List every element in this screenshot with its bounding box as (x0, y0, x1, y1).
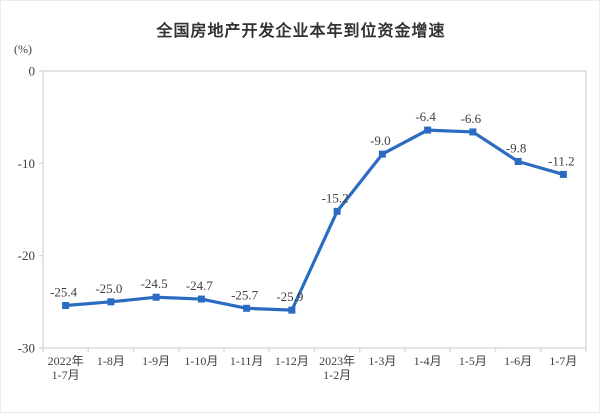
data-point-marker (469, 128, 477, 136)
data-point-marker (243, 304, 251, 312)
data-point-marker (197, 295, 205, 303)
data-point-label: -9.8 (506, 140, 527, 155)
data-point-label: -24.5 (141, 276, 168, 291)
x-axis-label: 1-7月 (549, 354, 577, 368)
data-point-label: -11.2 (548, 153, 575, 168)
y-axis-tick-label: -10 (18, 156, 35, 171)
y-axis-tick-label: 0 (29, 64, 36, 79)
data-point-label: -25.0 (95, 281, 122, 296)
data-point-label: -25.9 (276, 289, 303, 304)
x-axis-label: 2022年 1-7月 (48, 354, 84, 382)
x-axis-label: 2023年 1-2月 (319, 354, 355, 382)
y-axis-unit-label: (%) (14, 42, 32, 56)
data-point-label: -25.7 (231, 287, 259, 302)
data-point-marker (514, 157, 522, 165)
data-point-marker (288, 306, 296, 314)
x-axis-label: 1-6月 (504, 354, 532, 368)
data-point-marker (424, 126, 432, 134)
x-axis-label: 1-4月 (414, 354, 442, 368)
data-point-marker (333, 207, 341, 215)
data-point-label: -25.4 (50, 285, 78, 300)
data-line (64, 128, 565, 312)
x-axis-label: 1-8月 (97, 354, 125, 368)
data-point-label: -6.4 (415, 109, 436, 124)
x-axis-label: 1-12月 (275, 354, 309, 368)
chart-title: 全国房地产开发企业本年到位资金增速 (156, 21, 446, 40)
data-point-marker (559, 170, 567, 178)
data-point-label: -6.6 (461, 111, 482, 126)
data-point-label: -9.0 (370, 133, 391, 148)
x-axis-label: 1-11月 (230, 354, 264, 368)
data-point-label: -24.7 (186, 278, 214, 293)
data-point-marker (378, 150, 386, 158)
x-axis-label: 1-3月 (368, 354, 396, 368)
x-axis-label: 1-9月 (142, 354, 170, 368)
data-point-marker (107, 298, 115, 306)
x-axis-label: 1-5月 (459, 354, 487, 368)
data-point-marker (62, 302, 70, 310)
x-axis-label: 1-10月 (184, 354, 218, 368)
y-axis-tick-label: -20 (18, 248, 35, 263)
y-axis-tick-label: -30 (18, 341, 35, 356)
plot-border (42, 70, 587, 349)
data-point-label: -15.2 (322, 190, 349, 205)
data-point-marker (152, 293, 160, 301)
